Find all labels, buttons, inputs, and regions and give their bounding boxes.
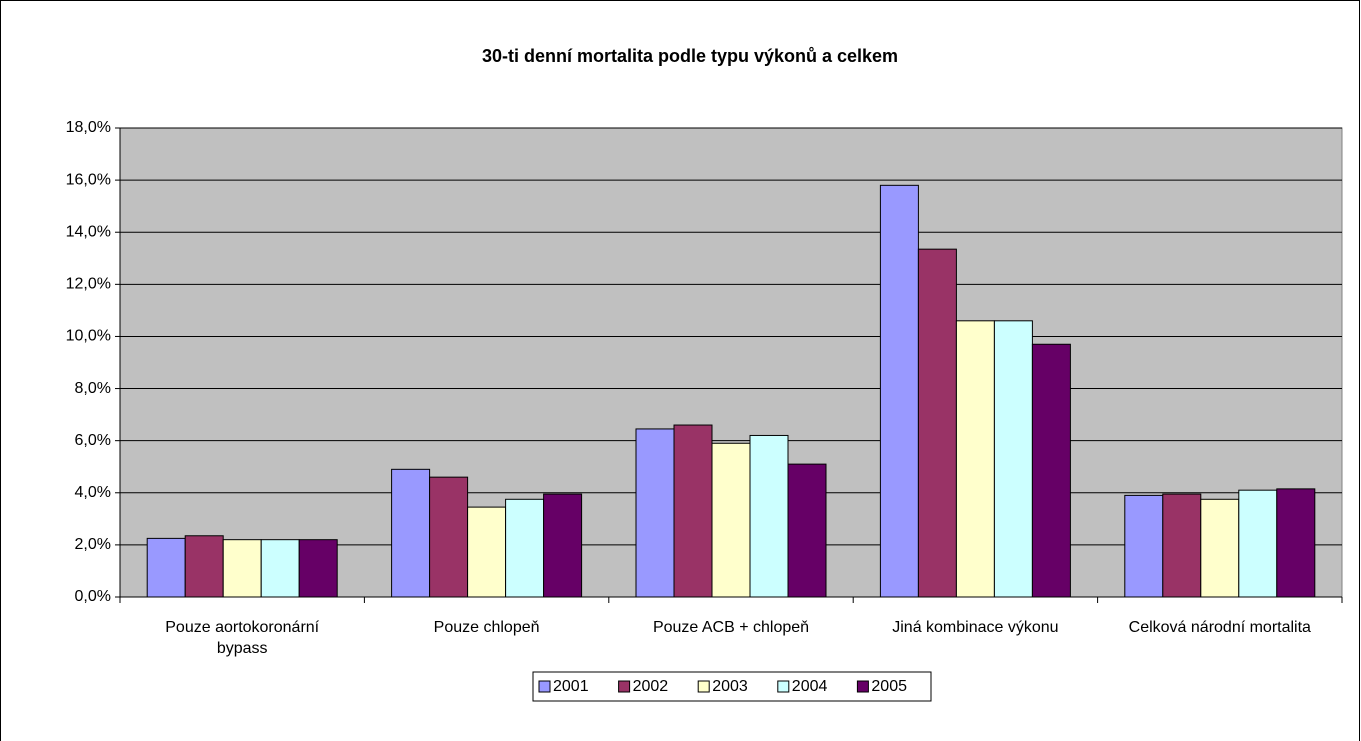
legend-swatch <box>697 680 710 693</box>
bar <box>711 442 751 598</box>
y-tick-label: 8,0% <box>75 380 111 397</box>
bar <box>184 535 224 598</box>
y-tick-label: 2,0% <box>75 536 111 553</box>
y-tick-label: 18,0% <box>66 119 111 136</box>
bar <box>1200 498 1240 598</box>
bar <box>467 506 507 598</box>
bar <box>505 498 545 598</box>
legend-label: 2001 <box>553 678 589 695</box>
y-tick-label: 12,0% <box>66 276 111 293</box>
bar <box>787 463 827 598</box>
bar <box>1162 493 1202 598</box>
bar <box>879 184 919 598</box>
bar <box>955 320 995 598</box>
legend-label: 2003 <box>712 678 748 695</box>
bar <box>635 428 675 598</box>
y-tick-label: 0,0% <box>75 588 111 605</box>
bar <box>749 434 789 598</box>
y-tick-label: 16,0% <box>66 171 111 188</box>
y-tick-label: 14,0% <box>66 223 111 240</box>
bar <box>260 539 300 598</box>
bar <box>429 476 469 598</box>
x-tick-label: Jiná kombinace výkonu <box>892 619 1059 636</box>
chart-title: 30-ti denní mortalita podle typu výkonů … <box>482 46 898 66</box>
bar <box>1238 489 1278 598</box>
bar <box>993 320 1033 598</box>
x-tick-label: Pouze aortokoronární bypass <box>165 619 320 657</box>
bar <box>1124 494 1164 598</box>
bar <box>543 493 583 598</box>
x-tick-label: Pouze chlopeň <box>433 619 540 636</box>
bar <box>673 424 713 598</box>
bar <box>1276 488 1316 598</box>
legend-label: 2005 <box>871 678 907 695</box>
bar <box>146 537 186 598</box>
bar <box>222 539 262 598</box>
legend-swatch <box>618 680 631 693</box>
y-tick-label: 6,0% <box>75 432 111 449</box>
legend-swatch <box>777 680 790 693</box>
bar <box>1031 343 1071 598</box>
y-tick-label: 10,0% <box>66 328 111 345</box>
legend-label: 2002 <box>633 678 669 695</box>
y-tick-label: 4,0% <box>75 484 111 501</box>
legend-swatch <box>856 680 869 693</box>
legend-label: 2004 <box>792 678 828 695</box>
x-tick-label: Pouze ACB + chlopeň <box>652 619 810 636</box>
bar <box>917 248 957 598</box>
legend-swatch <box>538 680 551 693</box>
bar <box>391 468 431 598</box>
x-tick-label: Celková národní mortalita <box>1128 619 1311 636</box>
bar <box>298 539 338 598</box>
